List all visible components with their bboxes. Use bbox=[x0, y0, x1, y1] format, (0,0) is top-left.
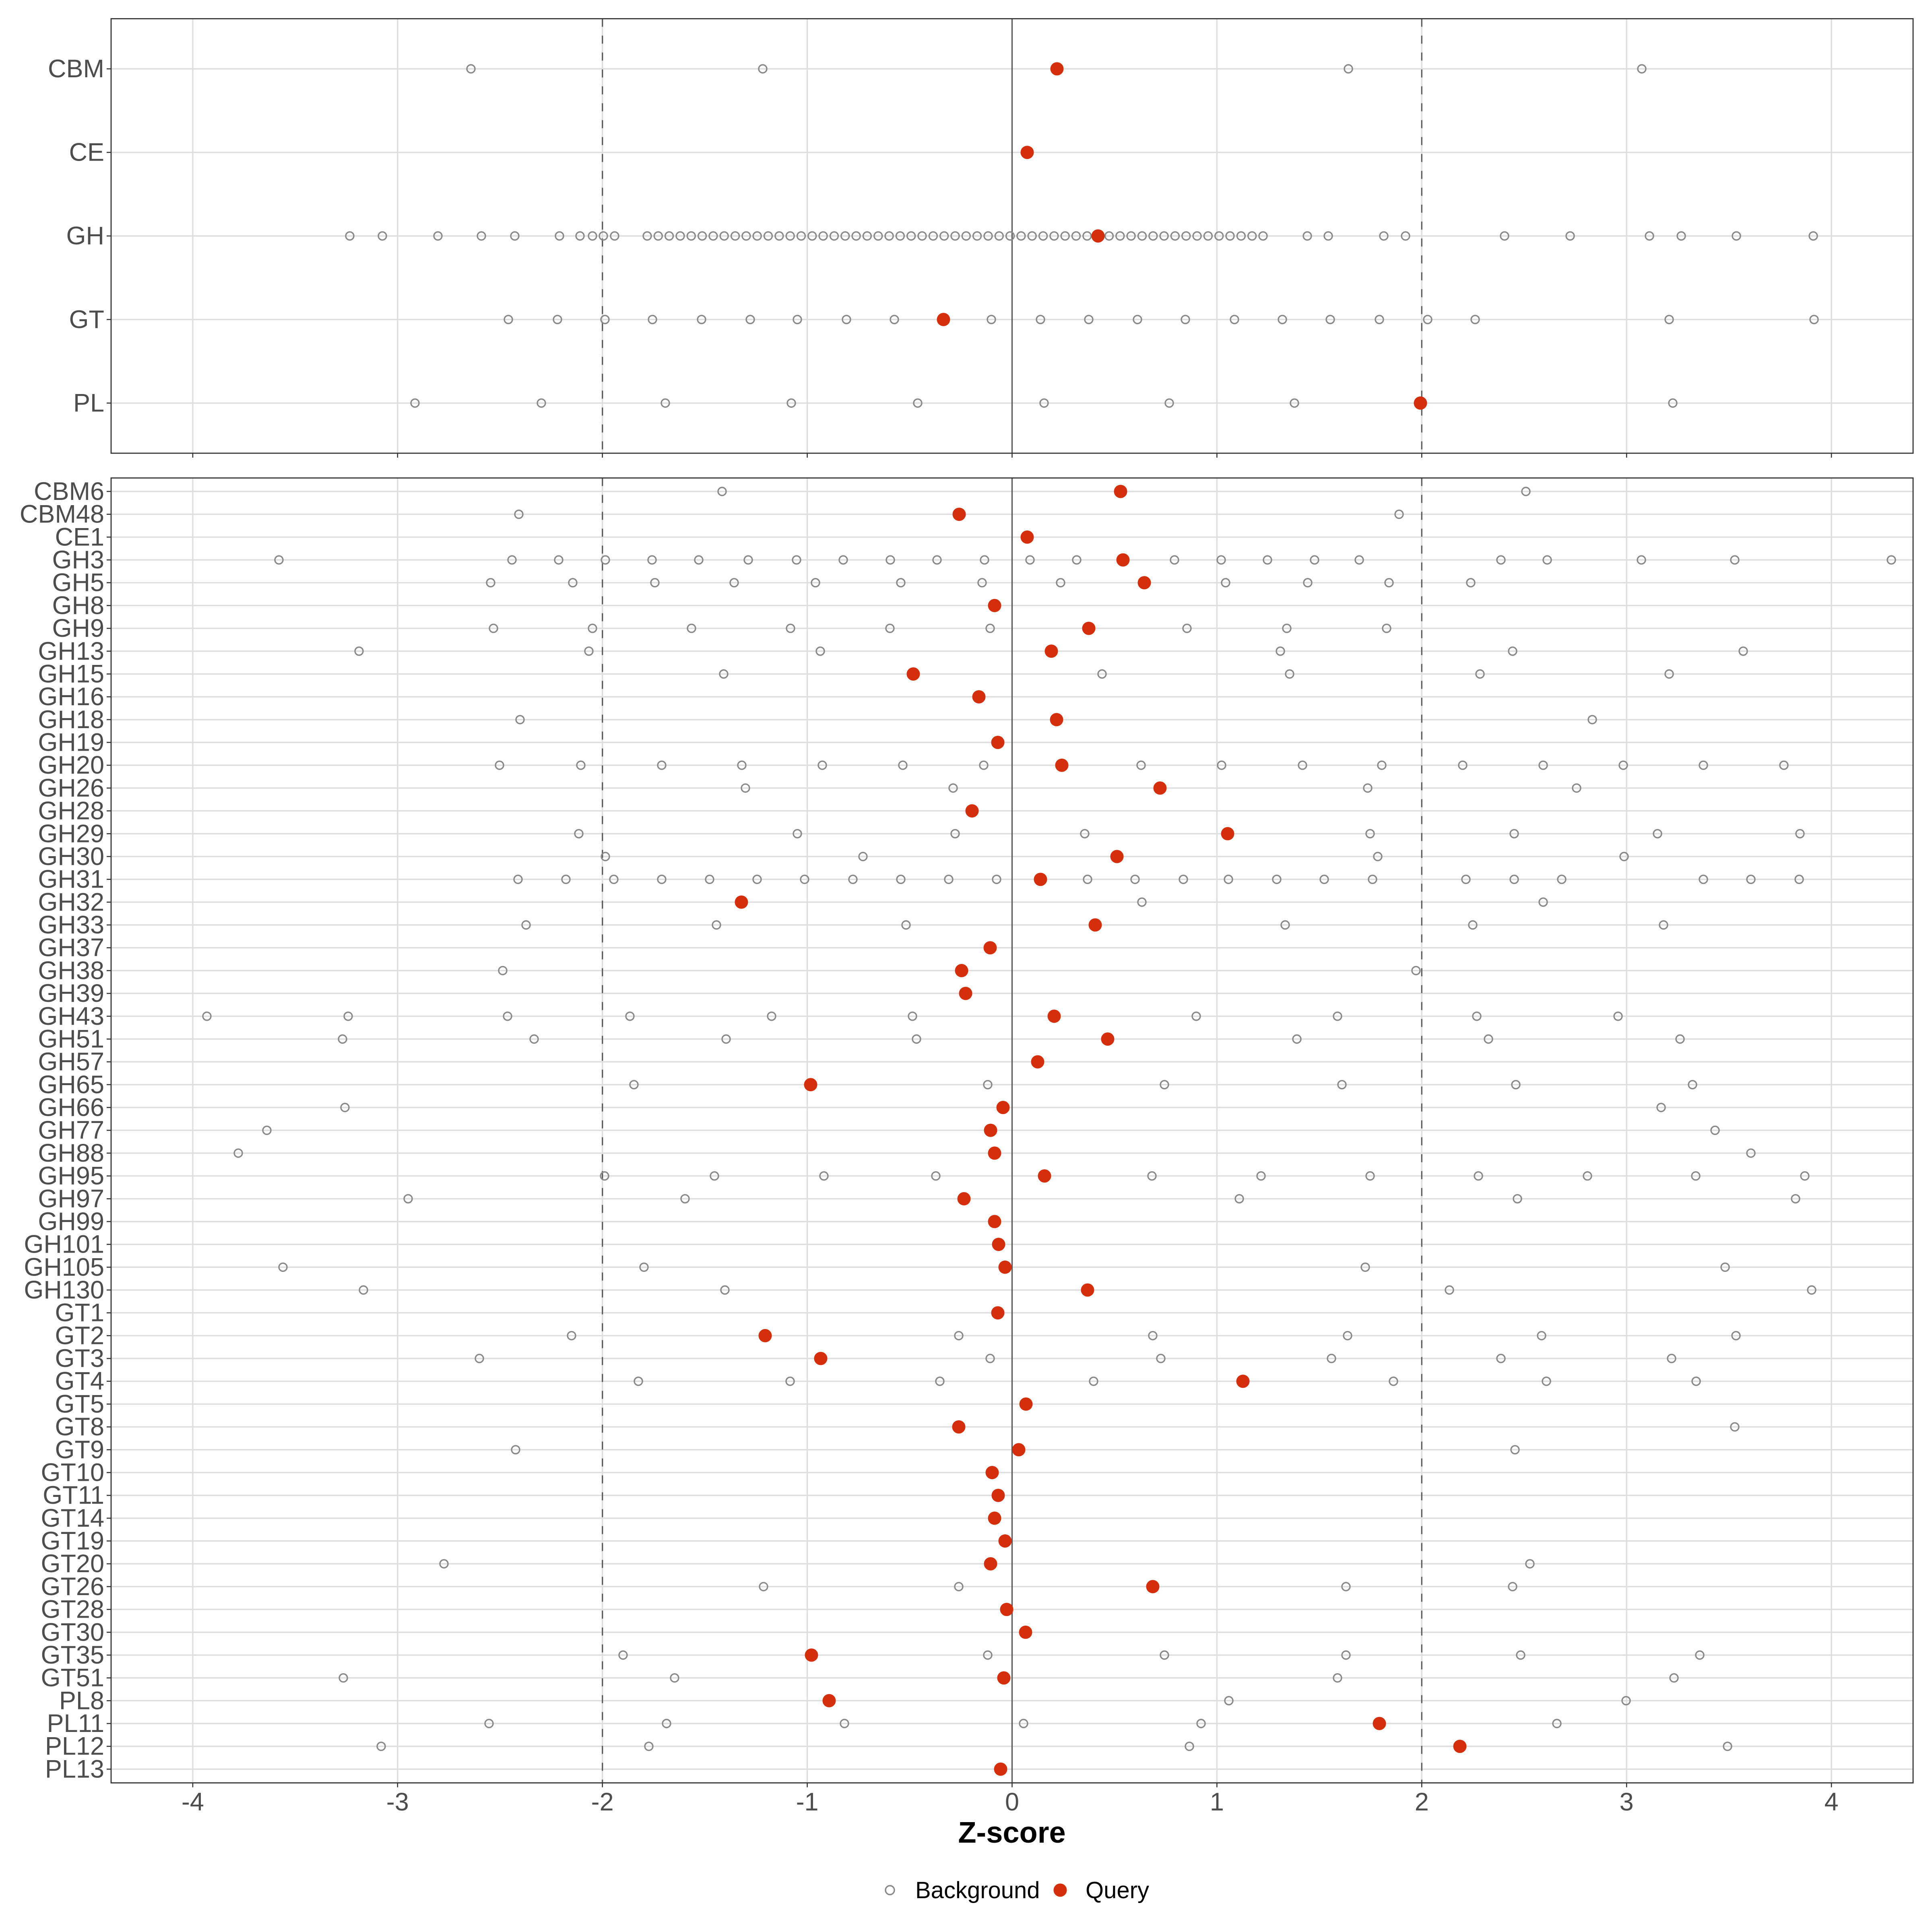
svg-text:GT5: GT5 bbox=[55, 1390, 104, 1418]
svg-text:GT14: GT14 bbox=[41, 1504, 104, 1532]
svg-text:GH43: GH43 bbox=[38, 1002, 104, 1030]
svg-text:CBM6: CBM6 bbox=[34, 477, 104, 506]
svg-text:GH8: GH8 bbox=[52, 591, 104, 619]
svg-text:-1: -1 bbox=[796, 1788, 819, 1816]
svg-text:4: 4 bbox=[1825, 1788, 1839, 1816]
svg-text:GT30: GT30 bbox=[41, 1618, 104, 1646]
svg-text:2: 2 bbox=[1415, 1788, 1429, 1816]
svg-text:GH29: GH29 bbox=[38, 819, 104, 848]
svg-text:GH101: GH101 bbox=[24, 1230, 104, 1259]
svg-text:GT4: GT4 bbox=[55, 1367, 104, 1395]
svg-text:GT: GT bbox=[69, 305, 105, 334]
svg-text:PL: PL bbox=[73, 389, 104, 417]
svg-text:GT35: GT35 bbox=[41, 1641, 104, 1669]
svg-text:GH16: GH16 bbox=[38, 683, 104, 711]
svg-text:GT20: GT20 bbox=[41, 1550, 104, 1578]
svg-text:GH: GH bbox=[66, 222, 105, 250]
svg-text:Z-score: Z-score bbox=[958, 1816, 1065, 1849]
svg-text:GH19: GH19 bbox=[38, 729, 104, 757]
svg-text:GH20: GH20 bbox=[38, 751, 104, 779]
svg-text:GT1: GT1 bbox=[55, 1299, 104, 1327]
svg-text:GH37: GH37 bbox=[38, 934, 104, 962]
svg-text:GH99: GH99 bbox=[38, 1208, 104, 1236]
svg-text:GT3: GT3 bbox=[55, 1344, 104, 1373]
svg-text:PL12: PL12 bbox=[45, 1732, 104, 1761]
svg-text:CBM: CBM bbox=[48, 55, 104, 83]
svg-text:GT9: GT9 bbox=[55, 1436, 104, 1464]
svg-text:CBM48: CBM48 bbox=[20, 500, 104, 528]
svg-text:GH31: GH31 bbox=[38, 865, 104, 894]
svg-text:GT2: GT2 bbox=[55, 1321, 104, 1350]
svg-text:GH15: GH15 bbox=[38, 660, 104, 688]
svg-text:1: 1 bbox=[1210, 1788, 1224, 1816]
svg-text:GH30: GH30 bbox=[38, 842, 104, 871]
svg-text:3: 3 bbox=[1620, 1788, 1634, 1816]
svg-text:-3: -3 bbox=[386, 1788, 409, 1816]
svg-text:GH39: GH39 bbox=[38, 979, 104, 1007]
svg-text:GT8: GT8 bbox=[55, 1413, 104, 1441]
svg-text:GH26: GH26 bbox=[38, 774, 104, 802]
svg-text:GH13: GH13 bbox=[38, 637, 104, 665]
svg-text:GH3: GH3 bbox=[52, 546, 104, 574]
svg-text:GH38: GH38 bbox=[38, 956, 104, 985]
svg-text:GH51: GH51 bbox=[38, 1025, 104, 1053]
svg-text:GH65: GH65 bbox=[38, 1071, 104, 1099]
svg-text:GH105: GH105 bbox=[24, 1253, 104, 1281]
svg-text:GT51: GT51 bbox=[41, 1664, 104, 1692]
svg-text:-4: -4 bbox=[182, 1788, 204, 1816]
svg-text:GH88: GH88 bbox=[38, 1139, 104, 1167]
svg-text:PL13: PL13 bbox=[45, 1755, 104, 1783]
svg-text:PL8: PL8 bbox=[59, 1686, 104, 1715]
svg-text:GH66: GH66 bbox=[38, 1094, 104, 1122]
svg-text:GH32: GH32 bbox=[38, 888, 104, 916]
svg-text:CE1: CE1 bbox=[55, 523, 104, 551]
svg-text:GH77: GH77 bbox=[38, 1116, 104, 1144]
svg-text:GT11: GT11 bbox=[43, 1481, 104, 1509]
svg-text:0: 0 bbox=[1005, 1788, 1019, 1816]
svg-text:GH95: GH95 bbox=[38, 1162, 104, 1190]
svg-text:GH9: GH9 bbox=[52, 614, 104, 642]
svg-text:GH28: GH28 bbox=[38, 797, 104, 825]
svg-text:Background: Background bbox=[915, 1877, 1040, 1903]
svg-text:GT28: GT28 bbox=[41, 1596, 104, 1624]
svg-text:GT19: GT19 bbox=[41, 1527, 104, 1555]
svg-text:-2: -2 bbox=[591, 1788, 614, 1816]
svg-text:PL11: PL11 bbox=[47, 1709, 104, 1738]
svg-text:GT26: GT26 bbox=[41, 1573, 104, 1601]
svg-text:Query: Query bbox=[1086, 1877, 1149, 1903]
svg-text:CE: CE bbox=[69, 138, 104, 167]
svg-text:GT10: GT10 bbox=[41, 1459, 104, 1487]
svg-text:GH5: GH5 bbox=[52, 569, 104, 597]
svg-text:GH33: GH33 bbox=[38, 911, 104, 939]
svg-text:GH57: GH57 bbox=[38, 1048, 104, 1076]
svg-text:GH18: GH18 bbox=[38, 706, 104, 734]
svg-text:GH130: GH130 bbox=[24, 1276, 104, 1304]
svg-text:GH97: GH97 bbox=[38, 1185, 104, 1213]
